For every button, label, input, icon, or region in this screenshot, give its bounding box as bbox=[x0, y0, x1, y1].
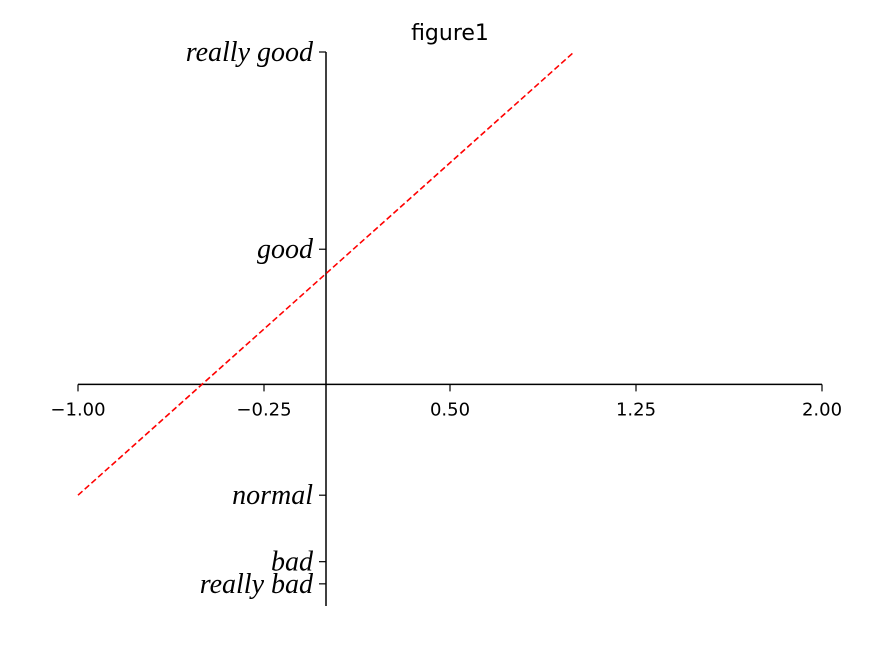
x-tick-label: −0.25 bbox=[236, 399, 291, 420]
y-tick-label: really good bbox=[186, 37, 314, 68]
x-tick-label: 0.50 bbox=[430, 399, 470, 420]
x-tick-label: 1.25 bbox=[616, 399, 656, 420]
series-layer bbox=[77, 51, 575, 496]
x-tick-label: −1.00 bbox=[50, 399, 105, 420]
series-line bbox=[77, 51, 575, 496]
chart-title: figure1 bbox=[411, 21, 489, 46]
y-tick-label: bad bbox=[271, 547, 314, 578]
axes bbox=[78, 52, 822, 606]
y-tick-label: really bad bbox=[200, 569, 314, 600]
y-tick-label: good bbox=[257, 234, 314, 265]
y-tick-label: normal bbox=[232, 480, 313, 511]
x-tick-label: 2.00 bbox=[802, 399, 842, 420]
